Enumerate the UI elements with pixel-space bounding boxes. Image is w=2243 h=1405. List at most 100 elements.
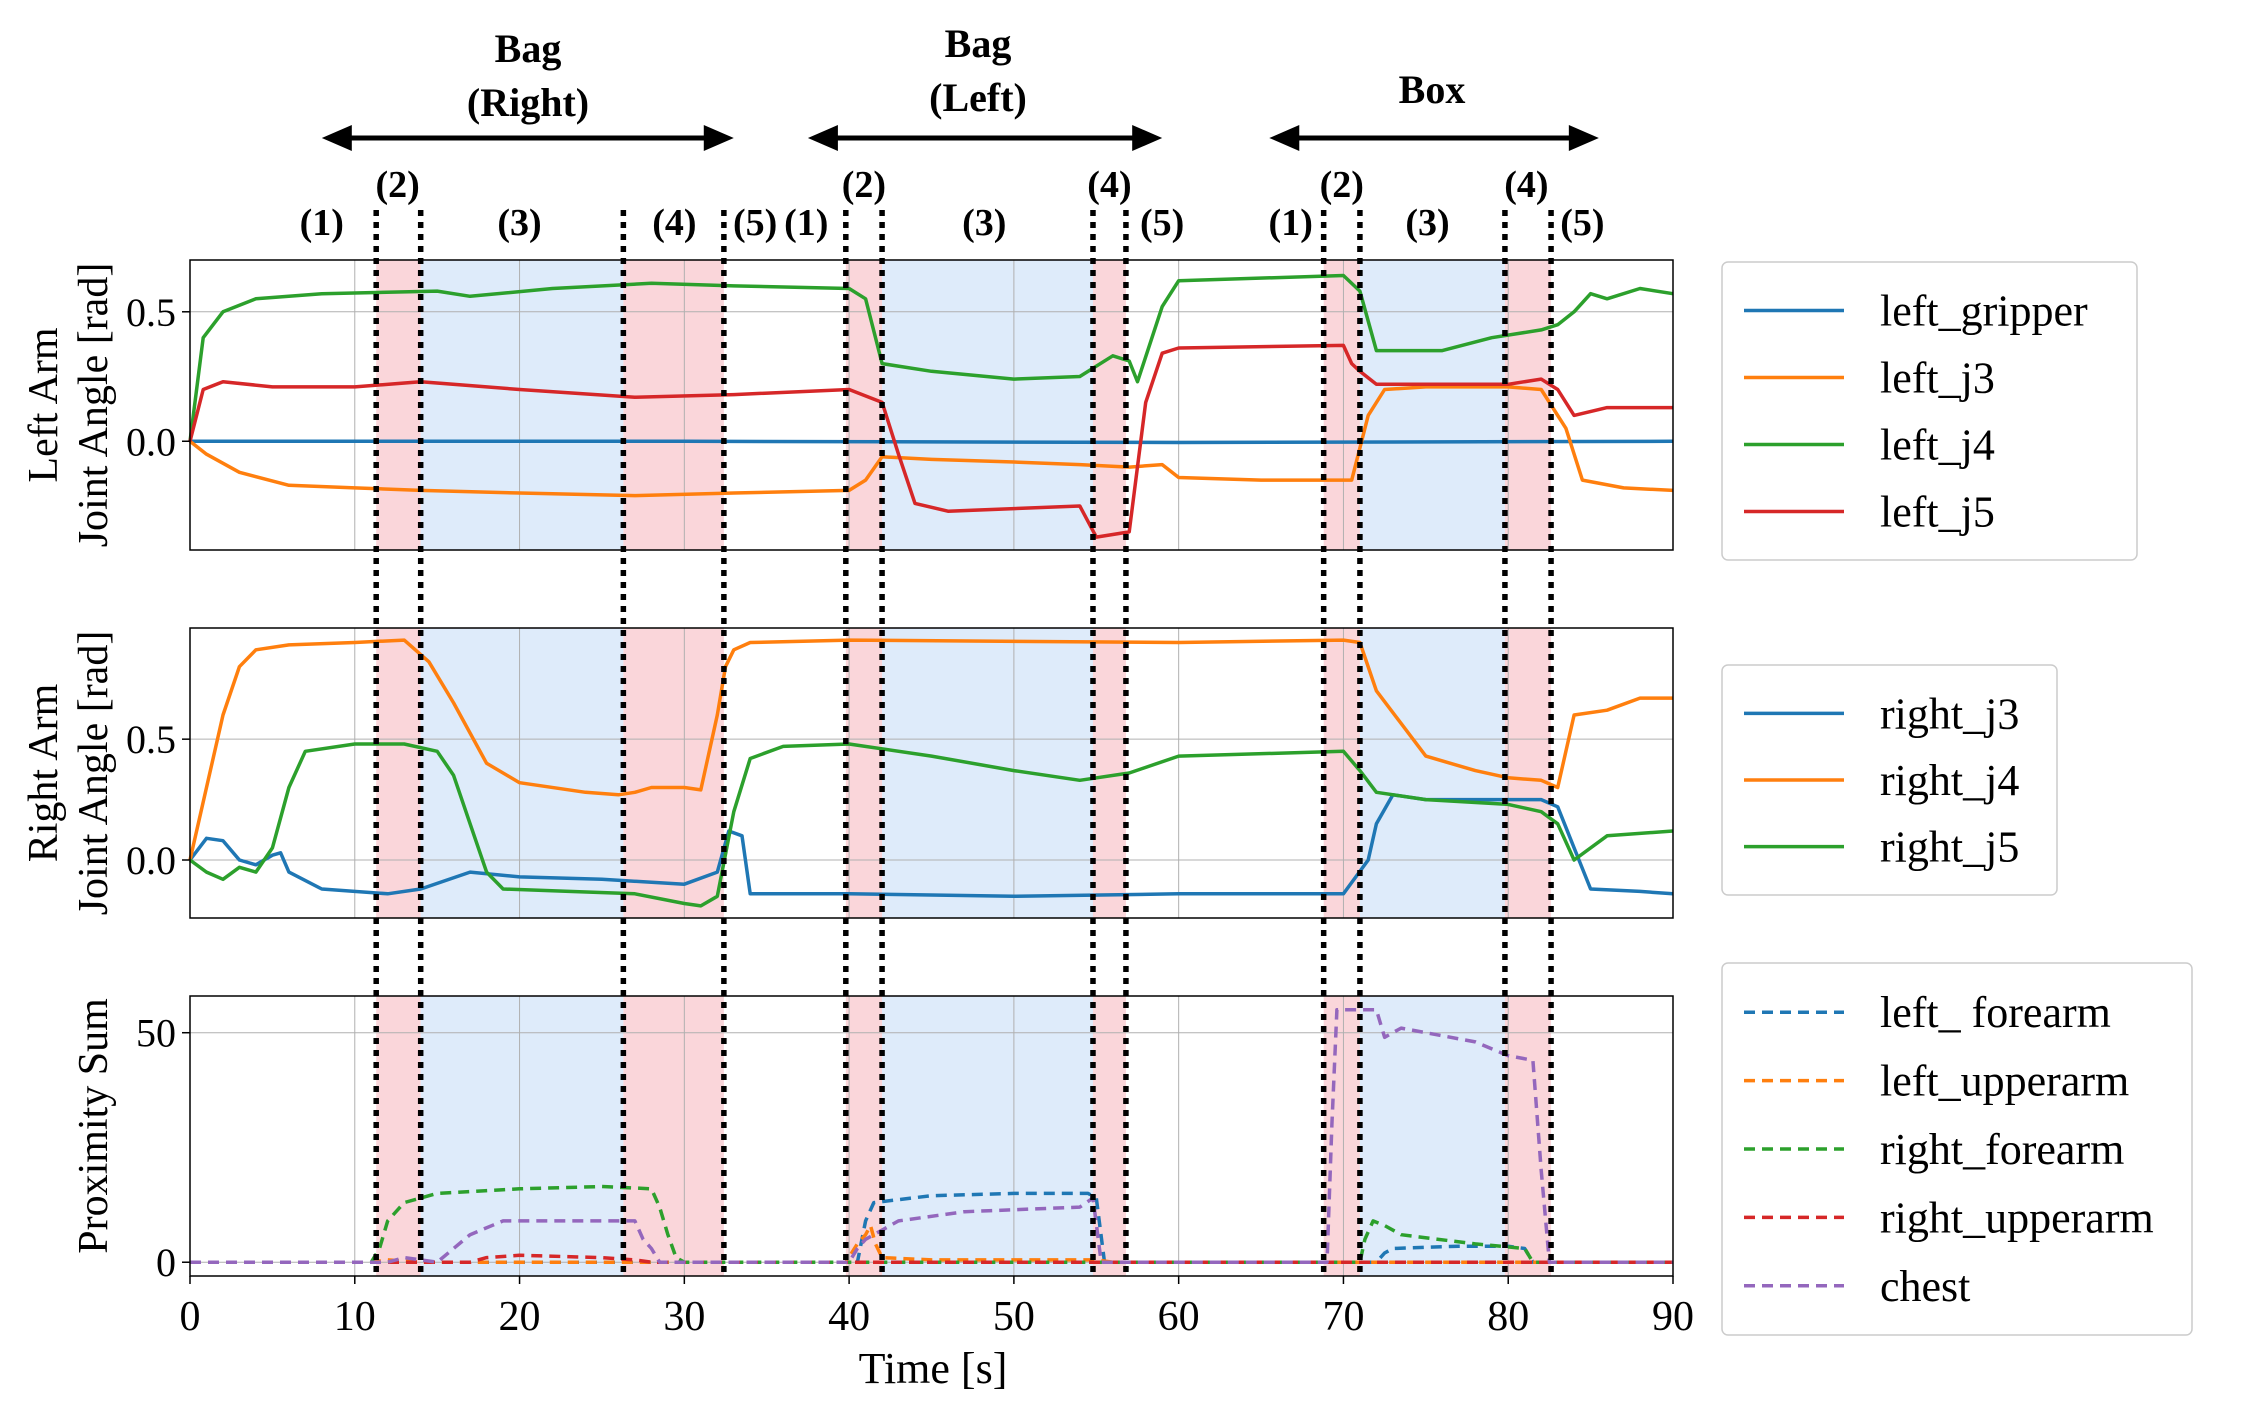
phase-label: (4)	[652, 202, 696, 244]
shaded-region-pink	[845, 260, 883, 550]
series-line-right-forearm	[190, 1184, 1673, 1264]
x-tick-label: 10	[334, 1294, 376, 1340]
y-ticks: 0.0 0.5	[126, 717, 190, 883]
phase-label: (4)	[1504, 164, 1548, 206]
series-line-right-j3	[188, 793, 1674, 899]
task-label-line1: Bag	[945, 21, 1012, 66]
shaded-region-blue	[1359, 260, 1505, 550]
phase-labels: (1)(2)(3) (4) (5) (1)(2)(3)(4)(5) (1)(2)(3)(…	[300, 164, 1605, 244]
series-line-right-upperarm	[190, 1253, 1673, 1264]
y-axis-label-line2: Joint Angle [rad]	[71, 263, 117, 548]
phase-shading	[376, 260, 1552, 550]
panel-proximity: 0 50 Proximity Sum left_ forearm left_uppe…	[71, 962, 2193, 1336]
panel-right-arm: 0.0 0.5 Right Arm Joint Angle [rad] right…	[21, 627, 2058, 919]
legend-entry: right_forearm	[1880, 1125, 2124, 1174]
task-box: Box	[1399, 67, 1466, 112]
y-axis-label-line1: Right Arm	[21, 683, 67, 862]
phase-label: (3)	[962, 202, 1006, 244]
y-tick-label: 0.5	[126, 717, 176, 762]
task-label-line2: (Right)	[467, 80, 589, 125]
task-arrow-head-right	[703, 125, 734, 151]
shaded-region-pink	[623, 260, 724, 550]
x-tick-label: 50	[993, 1294, 1035, 1340]
legend-entry: right_j4	[1880, 756, 2019, 805]
series-lines	[188, 273, 1674, 539]
x-tick-label: 0	[180, 1294, 201, 1340]
phase-label: (1)	[1269, 202, 1313, 244]
legend-entry: left_gripper	[1880, 287, 2088, 336]
legend-box	[1721, 962, 2193, 1336]
legend: right_j3 right_j4 right_j5	[1721, 664, 2058, 896]
shaded-region-blue	[420, 260, 624, 550]
panel-left-arm: 0.0 0.5 Left Arm Joint Angle [rad] left_g…	[21, 259, 2138, 561]
x-tick-label: 70	[1322, 1294, 1364, 1340]
series-line-left-gripper	[190, 439, 1674, 445]
y-tick-label: 0.0	[126, 419, 176, 464]
series-lines	[190, 1008, 1673, 1264]
phase-shading	[376, 996, 1552, 1276]
phase-label: (1)	[300, 202, 344, 244]
legend-entry: left_j4	[1880, 421, 1995, 470]
phase-label: (2)	[375, 164, 419, 206]
phase-label: (4)	[1087, 164, 1131, 206]
series-line-left-j3	[188, 385, 1674, 498]
shaded-region-pink	[845, 996, 883, 1276]
task-arrows	[321, 125, 1599, 151]
task-label-line2: (Left)	[929, 75, 1027, 120]
shaded-region-pink	[1504, 996, 1552, 1276]
legend: left_ forearm left_upperarm right_forearmr…	[1721, 962, 2193, 1336]
plot-frame	[189, 995, 1674, 1277]
legend-box	[1721, 261, 2138, 561]
y-tick-label: 0	[156, 1240, 176, 1285]
shaded-region-pink	[376, 996, 421, 1276]
phase-label: (2)	[842, 164, 886, 206]
shaded-region-pink	[376, 628, 421, 918]
phase-label: (3)	[497, 202, 541, 244]
shaded-region-blue	[1359, 996, 1505, 1276]
phase-label: (5)	[1560, 202, 1604, 244]
task-arrow-head-left	[321, 125, 352, 151]
shaded-region-pink	[1092, 260, 1126, 550]
task-bag-left: Bag (Left)	[929, 21, 1027, 120]
y-tick-label: 0.0	[126, 838, 176, 883]
task-annotations: Bag (Right) Bag (Left) Box (1)(2)(3) (4)(…	[300, 21, 1605, 244]
grid	[189, 628, 1674, 918]
legend-entry: left_ forearm	[1880, 988, 2111, 1037]
y-tick-label: 50	[136, 1011, 176, 1056]
shaded-region-blue	[882, 260, 1093, 550]
x-tick-label: 30	[663, 1294, 705, 1340]
series-line-left-j4	[188, 273, 1674, 442]
shaded-region-pink	[1504, 260, 1552, 550]
shaded-region-pink	[845, 628, 883, 918]
legend-entry: right_upperarm	[1880, 1193, 2154, 1242]
phase-label: (2)	[1320, 164, 1364, 206]
task-arrow-head-right	[1568, 125, 1599, 151]
legend-entry: right_j5	[1880, 823, 2019, 872]
x-tick-label: 80	[1487, 1294, 1529, 1340]
task-bag-right: Bag (Right)	[467, 26, 589, 125]
phase-label: (1)	[784, 202, 828, 244]
task-arrow-head-left	[1269, 125, 1300, 151]
series-line-left-j5	[188, 343, 1673, 539]
legend-entry: left_j5	[1880, 488, 1995, 537]
legend: left_gripper left_j3 left_j4 left_j5	[1721, 261, 2138, 561]
phase-label: (5)	[733, 202, 777, 244]
phase-label: (3)	[1405, 202, 1449, 244]
x-axis-label: Time [s]	[859, 1344, 1008, 1393]
task-arrow-head-right	[1132, 125, 1163, 151]
legend-entry: right_j3	[1880, 689, 2019, 738]
phase-shading	[376, 628, 1552, 918]
shaded-region-pink	[623, 996, 724, 1276]
shaded-region-pink	[1323, 260, 1360, 550]
task-label-line1: Bag	[495, 26, 562, 71]
y-axis-label-line1: Left Arm	[21, 327, 67, 482]
legend-box	[1721, 664, 2058, 896]
legend-entry: left_j3	[1880, 354, 1995, 403]
phase-dividers	[373, 210, 1554, 1276]
plot-frame	[189, 627, 1674, 919]
plot-frame	[189, 259, 1674, 551]
task-label-line1: Box	[1399, 67, 1466, 112]
shaded-region-blue	[882, 996, 1093, 1276]
shaded-region-blue	[420, 996, 624, 1276]
